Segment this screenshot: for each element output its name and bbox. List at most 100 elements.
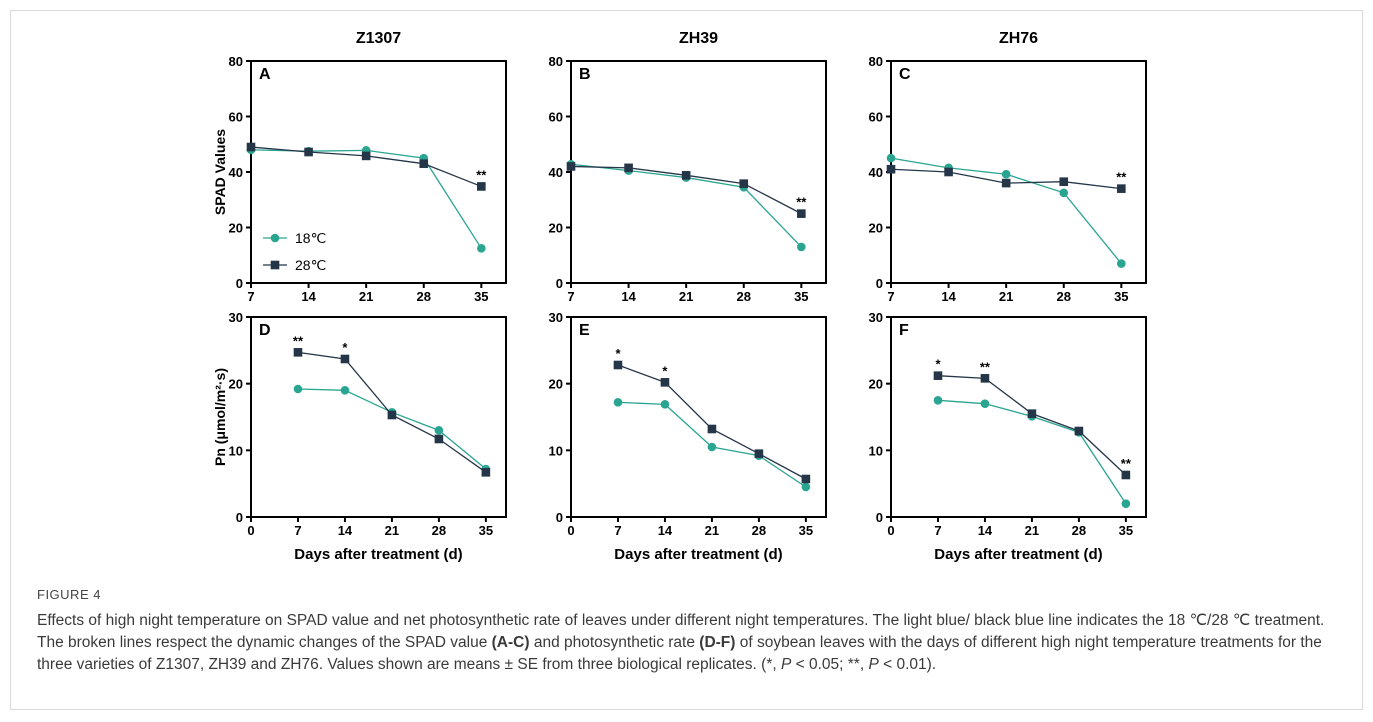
series-line-18c [250,149,482,249]
x-tick-label: 21 [359,289,373,304]
caption-part: of soybean leaves with the days of diffe… [37,634,1322,673]
data-point-28c [739,179,749,188]
y-tick-label: 60 [869,110,883,125]
significance-mark: * [935,357,941,372]
data-point-28c [707,424,717,434]
x-tick-label: 28 [417,289,431,304]
y-axis-label: Pn (μmol/m²·s) [212,368,228,466]
data-point-28c [387,410,397,420]
x-tick-label: 14 [338,523,353,538]
x-tick-label: 35 [1119,523,1133,538]
x-tick-label: 28 [752,523,766,538]
data-point-18c [797,242,806,252]
x-tick-label: 14 [658,523,673,538]
x-tick-label: 14 [941,289,956,304]
y-tick-label: 20 [549,221,563,236]
y-tick-label: 80 [869,54,883,69]
y-tick-label: 20 [549,377,563,392]
data-point-28c [434,434,444,444]
legend-marker-18c [270,233,280,243]
panel-letter: A [259,66,271,83]
x-tick-label: 28 [737,289,751,304]
data-point-28c [481,468,491,477]
plot-frame [570,316,827,518]
data-point-28c [1074,426,1084,436]
significance-mark: * [662,363,668,378]
data-point-28c [566,162,576,171]
figure-card: 0 20 40 60 80 7 14 21 28 35 A Z1307 SPAD Values ** 18℃… [10,10,1363,710]
data-point-28c [361,151,371,161]
significance-mark: * [342,340,348,355]
data-point-18c [293,384,303,394]
x-tick-label: 21 [679,289,693,304]
x-tick-label: 7 [614,523,621,538]
figure-caption-text: Effects of high night temperature on SPA… [37,610,1337,676]
data-point-28c [293,348,303,357]
x-tick-label: 28 [1072,523,1086,538]
x-tick-label: 21 [1025,523,1039,538]
legend-label-18c: 18℃ [295,230,326,246]
data-point-28c [340,354,350,364]
plot-frame [570,60,827,284]
x-tick-label: 21 [705,523,719,538]
caption-italic: P [868,656,879,673]
caption-bold: (D-F) [699,634,736,651]
figure-label: FIGURE 4 [37,587,101,602]
x-tick-label: 7 [567,289,574,304]
x-tick-label: 28 [432,523,446,538]
data-point-28c [886,164,896,174]
plot-frame [890,316,1147,518]
data-point-28c [613,360,623,370]
x-tick-label: 21 [999,289,1013,304]
series-line-18c [297,388,487,470]
y-tick-label: 10 [869,443,883,458]
x-tick-label: 7 [294,523,301,538]
caption-italic: P [780,656,792,673]
data-point-18c [933,396,943,405]
y-axis-label: SPAD Values [212,129,228,215]
data-point-28c [304,147,313,157]
x-tick-label: 0 [567,523,574,538]
data-point-18c [477,244,486,253]
panel-letter: B [579,66,591,83]
significance-mark: ** [293,333,304,348]
x-tick-label: 35 [479,523,493,538]
data-point-28c [933,371,943,380]
panel-letter: C [899,66,911,83]
plot-frame [250,60,507,284]
data-point-28c [1001,178,1011,188]
x-tick-label: 7 [247,289,254,304]
y-tick-label: 20 [229,221,243,236]
y-tick-label: 20 [229,377,243,392]
data-point-28c [660,378,670,387]
data-point-28c [1059,177,1069,187]
y-tick-label: 0 [236,276,243,291]
data-point-18c [801,482,811,492]
y-tick-label: 20 [869,221,883,236]
y-tick-label: 0 [556,510,563,525]
significance-mark: ** [1121,456,1132,471]
y-tick-label: 0 [876,276,883,291]
series-line-28c [617,364,807,480]
data-point-28c [801,474,811,484]
data-point-28c [624,163,633,173]
significance-mark: ** [796,195,807,210]
y-tick-label: 80 [229,54,243,69]
x-tick-label: 7 [887,289,894,304]
panel-letter: F [899,322,909,339]
y-tick-label: 80 [549,54,563,69]
y-tick-label: 40 [869,165,883,180]
legend-marker-28c [270,260,280,270]
y-tick-label: 60 [229,110,243,125]
x-tick-label: 35 [1114,289,1128,304]
y-tick-label: 40 [229,165,243,180]
plot-frame [890,60,1147,284]
data-point-28c [246,142,256,152]
y-tick-label: 0 [556,276,563,291]
data-point-28c [681,171,691,180]
data-point-18c [886,153,896,163]
caption-part: and photosynthetic rate [529,634,700,651]
significance-mark: * [615,346,621,361]
data-point-18c [613,398,623,407]
caption-part: < 0.01). [878,656,937,673]
